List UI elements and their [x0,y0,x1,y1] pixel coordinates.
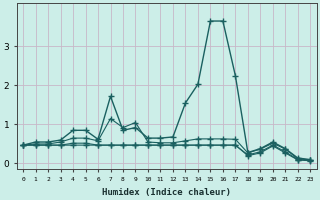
X-axis label: Humidex (Indice chaleur): Humidex (Indice chaleur) [102,188,231,197]
